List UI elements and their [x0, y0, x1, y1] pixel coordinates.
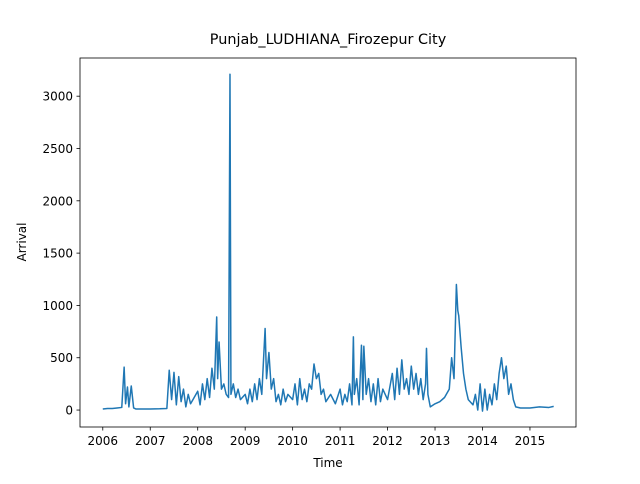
y-tick-label: 2000	[42, 194, 73, 208]
y-tick-label: 2500	[42, 142, 73, 156]
x-tick-label: 2012	[372, 434, 403, 448]
y-tick-label: 500	[50, 351, 73, 365]
x-axis-label: Time	[312, 456, 342, 470]
chart-title: Punjab_LUDHIANA_Firozepur City	[210, 32, 447, 48]
x-tick-label: 2015	[515, 434, 546, 448]
x-tick-label: 2009	[230, 434, 261, 448]
x-tick-label: 2008	[182, 434, 213, 448]
y-tick-label: 0	[65, 404, 73, 418]
x-tick-label: 2006	[88, 434, 119, 448]
x-tick-label: 2013	[420, 434, 451, 448]
y-tick-label: 3000	[42, 90, 73, 104]
y-tick-label: 1500	[42, 247, 73, 261]
y-axis-label: Arrival	[15, 223, 29, 262]
data-line	[102, 73, 554, 412]
x-tick-label: 2007	[135, 434, 166, 448]
x-tick-label: 2010	[277, 434, 308, 448]
x-tick-label: 2011	[325, 434, 356, 448]
x-tick-label: 2014	[467, 434, 498, 448]
axes-frame	[79, 57, 577, 428]
y-tick-label: 1000	[42, 299, 73, 313]
